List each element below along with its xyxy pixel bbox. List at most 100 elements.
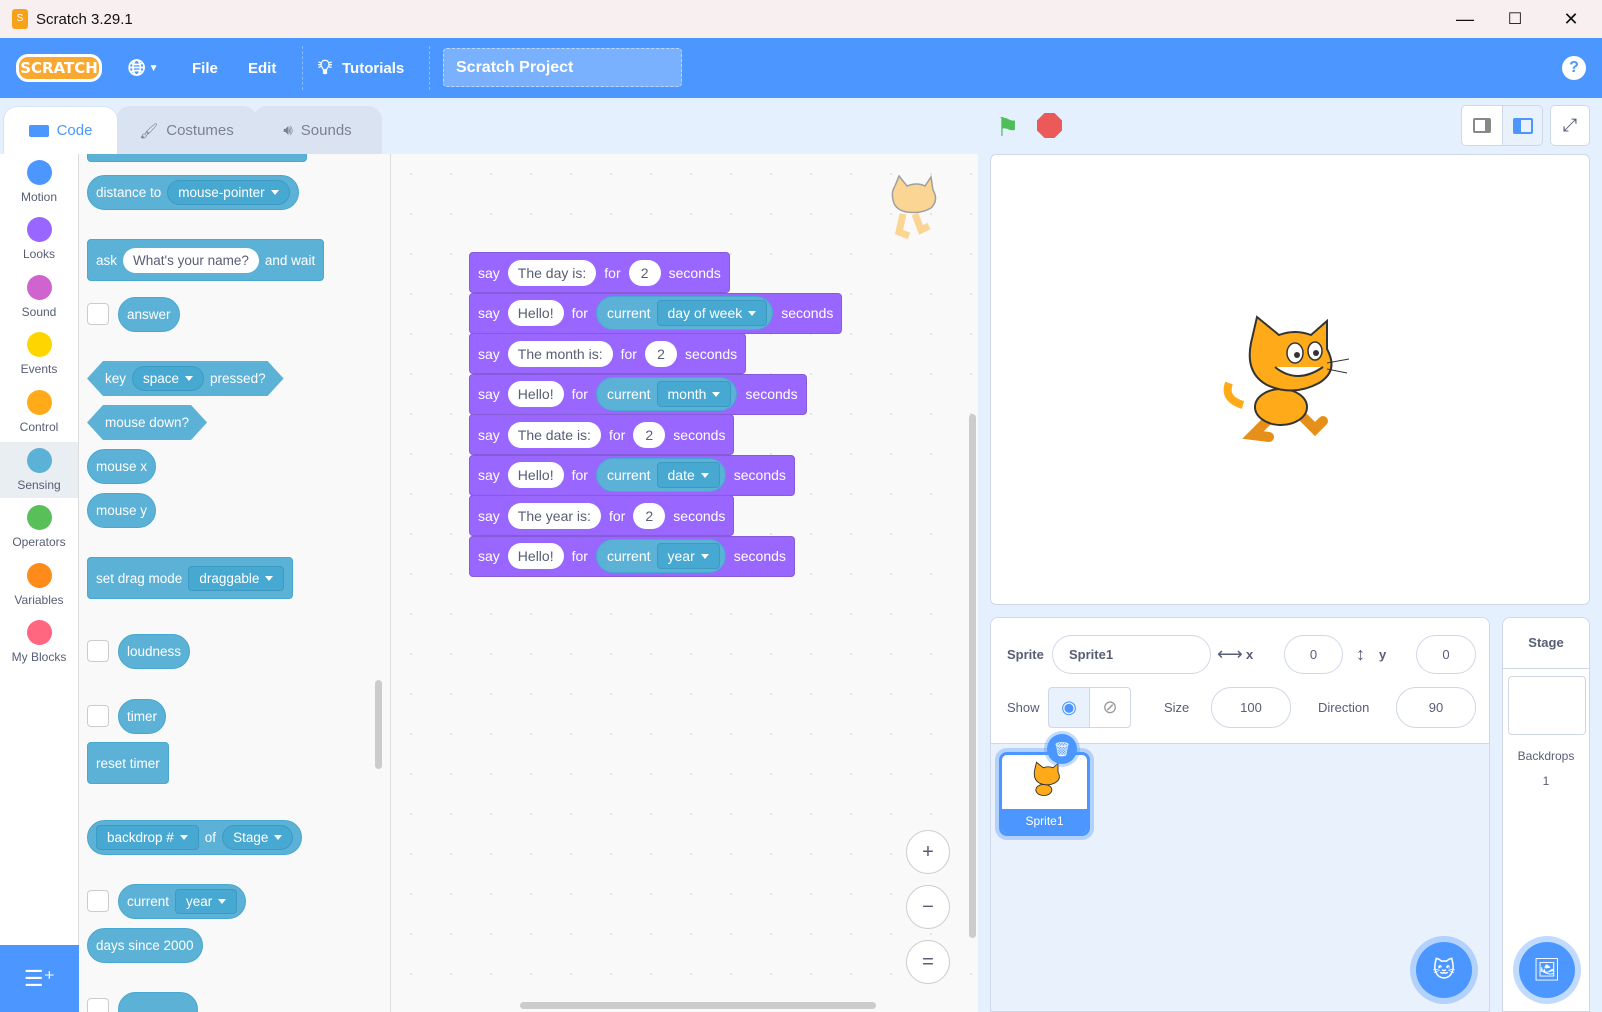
say-block[interactable]: say The date is: for 2 seconds xyxy=(469,414,735,455)
dropdown[interactable]: draggable xyxy=(188,565,285,591)
block-username-partial[interactable] xyxy=(118,992,198,1012)
stop-button[interactable] xyxy=(1037,113,1062,138)
backdrop-thumbnail[interactable] xyxy=(1508,676,1586,735)
category-control[interactable]: Control xyxy=(0,384,78,440)
dropdown[interactable]: year xyxy=(656,543,720,569)
sprite-name-input[interactable]: Sprite1 xyxy=(1052,635,1211,674)
current-year-checkbox[interactable] xyxy=(87,890,109,912)
project-title-input[interactable]: Scratch Project xyxy=(443,48,682,87)
category-motion[interactable]: Motion xyxy=(0,154,78,210)
say-block[interactable]: say Hello! for current year seconds xyxy=(469,535,795,577)
timer-checkbox[interactable] xyxy=(87,705,109,727)
dropdown[interactable]: space xyxy=(132,366,204,391)
dropdown[interactable]: year xyxy=(175,889,238,914)
stage-selector[interactable]: Stage Backdrops 1 🖼︎ xyxy=(1502,617,1590,1012)
cat-sprite[interactable] xyxy=(1223,313,1353,443)
palette-scrollbar[interactable] xyxy=(375,680,382,769)
category-events[interactable]: Events xyxy=(0,326,78,382)
loudness-checkbox[interactable] xyxy=(87,640,109,662)
say-block[interactable]: say The year is: for 2 seconds xyxy=(469,495,735,536)
block-key-pressed[interactable]: key space pressed? xyxy=(87,361,284,396)
edit-menu[interactable]: Edit xyxy=(248,59,277,77)
horizontal-scrollbar[interactable] xyxy=(520,1002,876,1009)
block-loudness[interactable]: loudness xyxy=(118,634,191,669)
block-set-drag-mode[interactable]: set drag mode draggable xyxy=(87,557,294,599)
current-reporter[interactable]: current day of week xyxy=(595,296,774,330)
say-block[interactable]: say Hello! for current month seconds xyxy=(469,373,807,415)
tab-code[interactable]: Code xyxy=(3,106,118,154)
say-text-input[interactable]: The year is: xyxy=(507,502,601,529)
size-input[interactable]: 100 xyxy=(1211,687,1291,728)
block-current-year[interactable]: current year xyxy=(118,884,247,919)
close-button[interactable]: ✕ xyxy=(1563,8,1579,29)
choose-backdrop-button[interactable]: 🖼︎ xyxy=(1519,942,1575,998)
say-text-input[interactable]: Hello! xyxy=(507,300,564,326)
say-block[interactable]: say The day is: for 2 seconds xyxy=(469,252,730,293)
dropdown[interactable]: mouse-pointer xyxy=(167,180,290,205)
category-my-blocks[interactable]: My Blocks xyxy=(0,614,78,670)
add-extension-button[interactable]: ☰⁺ xyxy=(0,945,79,1012)
category-looks[interactable]: Looks xyxy=(0,211,78,267)
category-variables[interactable]: Variables xyxy=(0,557,78,613)
say-block[interactable]: say Hello! for current day of week seconds xyxy=(469,292,843,334)
delete-sprite-button[interactable]: 🗑︎ xyxy=(1047,734,1077,764)
language-menu[interactable]: 🌐︎ ▼ xyxy=(128,38,159,98)
category-operators[interactable]: Operators xyxy=(0,499,78,555)
stage-canvas[interactable] xyxy=(990,154,1590,605)
zoom-reset-button[interactable]: = xyxy=(906,940,950,984)
zoom-out-button[interactable]: − xyxy=(906,885,950,929)
category-sound[interactable]: Sound xyxy=(0,269,78,325)
maximize-button[interactable]: ☐ xyxy=(1507,11,1523,28)
dropdown[interactable]: month xyxy=(656,381,732,407)
scratch-logo[interactable]: SCRATCH xyxy=(16,54,102,82)
category-sensing[interactable]: Sensing xyxy=(0,442,78,498)
current-reporter[interactable]: current month xyxy=(595,377,738,411)
block-answer[interactable]: answer xyxy=(118,297,180,332)
block-partial[interactable] xyxy=(87,154,307,162)
green-flag-button[interactable]: ⚑ xyxy=(996,112,1019,143)
current-reporter[interactable]: current year xyxy=(595,539,726,573)
dropdown[interactable]: backdrop # xyxy=(96,825,199,850)
block-distance-to[interactable]: distance to mouse-pointer xyxy=(87,175,299,210)
seconds-input[interactable]: 2 xyxy=(633,421,666,448)
tab-sounds[interactable]: 🔊︎ Sounds xyxy=(253,106,382,154)
sprite-thumbnail[interactable]: Sprite1 xyxy=(999,752,1090,836)
x-input[interactable]: 0 xyxy=(1284,635,1343,674)
dropdown[interactable]: day of week xyxy=(656,300,768,326)
small-stage-button[interactable] xyxy=(1461,105,1503,146)
tab-costumes[interactable]: 🖌︎ Costumes xyxy=(116,106,257,154)
dropdown[interactable]: Stage xyxy=(222,825,294,850)
dropdown[interactable]: date xyxy=(656,462,720,488)
say-text-input[interactable]: Hello! xyxy=(507,543,564,569)
block-days-since-2000[interactable]: days since 2000 xyxy=(87,928,203,963)
y-input[interactable]: 0 xyxy=(1416,635,1476,674)
current-reporter[interactable]: current date xyxy=(595,458,726,492)
ask-input[interactable]: What's your name? xyxy=(123,247,259,273)
fullscreen-button[interactable]: ⤢ xyxy=(1550,105,1590,146)
direction-input[interactable]: 90 xyxy=(1396,687,1476,728)
block-reset-timer[interactable]: reset timer xyxy=(87,742,169,784)
help-icon[interactable]: ? xyxy=(1562,56,1586,80)
say-text-input[interactable]: The month is: xyxy=(507,340,613,367)
vertical-scrollbar[interactable] xyxy=(969,414,976,938)
tutorials-button[interactable]: 💡︎ Tutorials xyxy=(318,38,404,98)
minimize-button[interactable]: — xyxy=(1456,8,1474,29)
block-backdrop-of-stage[interactable]: backdrop # of Stage xyxy=(87,820,303,855)
username-checkbox[interactable] xyxy=(87,998,109,1012)
choose-sprite-button[interactable]: 🐱︎ xyxy=(1416,942,1472,998)
say-block[interactable]: say Hello! for current date seconds xyxy=(469,454,795,496)
say-text-input[interactable]: The date is: xyxy=(507,421,601,448)
large-stage-button[interactable] xyxy=(1502,105,1543,146)
seconds-input[interactable]: 2 xyxy=(633,502,666,529)
block-mouse-down[interactable]: mouse down? xyxy=(87,405,207,440)
answer-checkbox[interactable] xyxy=(87,303,109,325)
block-timer[interactable]: timer xyxy=(118,699,166,734)
block-mouse-x[interactable]: mouse x xyxy=(87,449,157,484)
say-text-input[interactable]: Hello! xyxy=(507,381,564,407)
script-area[interactable]: say The day is: for 2 seconds say Hello! for cur… xyxy=(391,154,978,1012)
say-text-input[interactable]: Hello! xyxy=(507,462,564,488)
file-menu[interactable]: File xyxy=(192,59,218,77)
block-mouse-y[interactable]: mouse y xyxy=(87,493,157,528)
say-text-input[interactable]: The day is: xyxy=(507,259,597,286)
show-hidden-button[interactable]: ⊘ xyxy=(1089,687,1131,728)
